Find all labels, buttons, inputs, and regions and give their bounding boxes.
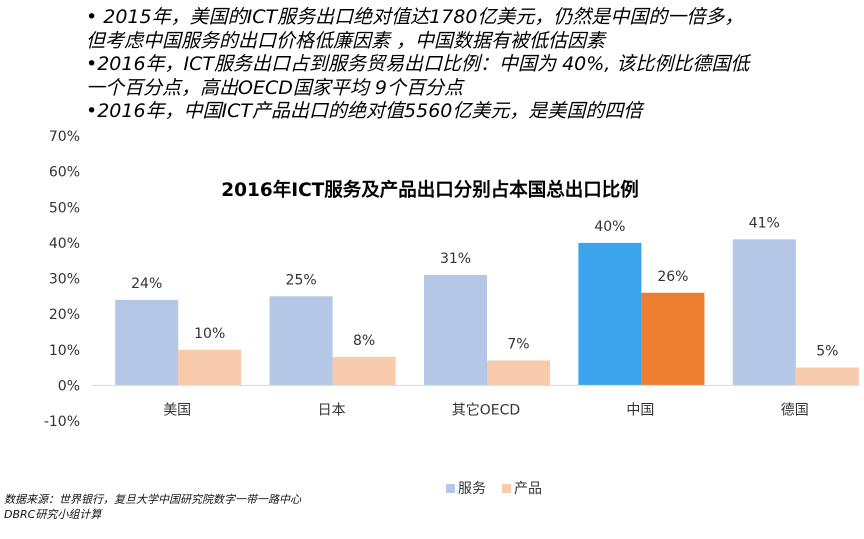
bar-products (178, 349, 242, 386)
data-label: 7% (507, 336, 529, 352)
y-tick-label: -10% (44, 414, 80, 430)
source-line: DBRC研究小组计算 (4, 508, 102, 521)
data-label: 24% (131, 276, 162, 292)
y-axis: -10% 0% 10% 20% 30% 40% 50% 60% 70% (44, 129, 80, 430)
data-label: 41% (749, 215, 780, 231)
bar-services (578, 242, 642, 386)
note-line: • 2015年，美国的ICT服务出口绝对值达1780亿美元，仍然是中国的一倍多， (86, 6, 744, 28)
legend-swatch-services (446, 483, 455, 493)
bar-products (641, 292, 705, 386)
bar-services (732, 239, 796, 386)
note-line: •2016年，中国ICT产品出口的绝对值5560亿美元，是美国的四倍 (86, 100, 643, 122)
y-tick-label: 30% (49, 272, 80, 288)
x-tick-label: 其它OECD (452, 401, 520, 418)
data-label: 5% (816, 344, 838, 360)
bar-products (332, 356, 396, 386)
bar-services (269, 296, 333, 386)
data-label: 25% (286, 272, 317, 288)
y-tick-label: 10% (49, 343, 80, 359)
x-axis: 美国 日本 其它OECD 中国 德国 (92, 384, 860, 418)
y-tick-label: 50% (49, 200, 80, 216)
note-line: 但考虑中国服务的出口价格低廉因素 ，中国数据有被低估因素 (86, 29, 606, 52)
notes-block: • 2015年，美国的ICT服务出口绝对值达1780亿美元，仍然是中国的一倍多，… (86, 6, 856, 124)
data-label: 10% (194, 326, 225, 342)
bar-products (487, 360, 550, 386)
data-label: 40% (594, 219, 625, 235)
data-label: 31% (440, 251, 471, 267)
data-label: 8% (353, 333, 375, 349)
data-source: 数据来源：世界银行，复旦大学中国研究院数字一带一路中心 DBRC研究小组计算 (4, 492, 301, 522)
legend-item-products: 产品 (502, 478, 542, 498)
chart-legend: 服务 产品 (446, 478, 552, 498)
y-tick-label: 20% (49, 307, 80, 323)
bar-products (795, 367, 859, 386)
note-line: •2016年，ICT服务出口占到服务贸易出口比例：中国为 40%, 该比例比德国… (86, 53, 750, 75)
x-tick-label: 日本 (318, 402, 346, 418)
y-tick-label: 70% (49, 129, 80, 145)
y-tick-label: 0% (58, 378, 80, 394)
x-tick-label: 中国 (626, 402, 654, 418)
chart-title: 2016年ICT服务及产品出口分别占本国总出口比例 (221, 179, 639, 201)
bar-services (424, 274, 487, 386)
legend-label: 产品 (514, 481, 542, 497)
y-tick-label: 60% (49, 165, 80, 181)
bar-services (115, 299, 179, 386)
data-label: 26% (657, 269, 688, 285)
note-line: 一个百分点，高出OECD国家平均 9个百分点 (86, 76, 463, 99)
x-tick-label: 德国 (781, 402, 809, 418)
bars-group: 24% 10% 25% 8% 31% 7% 40% 26% 41% 5% (115, 215, 859, 386)
y-tick-label: 40% (49, 236, 80, 252)
legend-swatch-products (502, 483, 511, 493)
source-line: 数据来源：世界银行，复旦大学中国研究院数字一带一路中心 (4, 493, 301, 506)
x-tick-label: 美国 (163, 402, 191, 418)
legend-label: 服务 (458, 481, 486, 497)
legend-item-services: 服务 (446, 478, 486, 498)
